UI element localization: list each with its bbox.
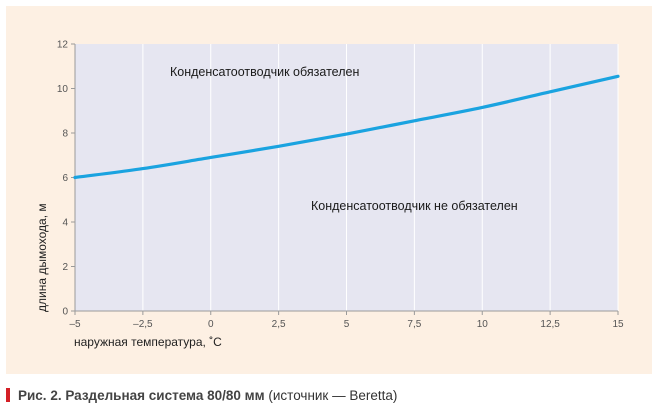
x-tick-label: 15 xyxy=(612,319,624,330)
x-tick-label: 5 xyxy=(344,319,350,330)
x-tick-label: 2,5 xyxy=(272,319,286,330)
y-tick-label: 0 xyxy=(62,307,68,318)
x-tick-label: 12,5 xyxy=(540,319,560,330)
caption-title: Рис. 2. Раздельная система 80/80 мм xyxy=(18,387,265,403)
y-axis-title: длина дымохода, м xyxy=(35,203,49,312)
x-tick-label: 7,5 xyxy=(407,319,421,330)
x-axis-title: наружная температура, ˚С xyxy=(74,335,222,349)
y-tick-label: 8 xyxy=(62,129,68,140)
y-axis-ticks: 0 2 4 6 8 10 12 xyxy=(57,40,75,318)
y-tick-label: 12 xyxy=(57,40,69,51)
x-tick-label: 10 xyxy=(477,319,489,330)
grid-lines xyxy=(142,44,619,311)
annotation-required: Конденсатоотводчик обязателен xyxy=(170,65,359,79)
y-tick-label: 6 xyxy=(62,173,68,184)
x-tick-label: –2,5 xyxy=(133,319,153,330)
figure-caption: Рис. 2. Раздельная система 80/80 мм (ист… xyxy=(6,386,397,404)
x-tick-label: 0 xyxy=(208,319,214,330)
line-chart: –5 –2,5 0 2,5 5 7,5 10 12,5 15 0 2 4 6 8 10 12 Конденс… xyxy=(35,40,624,350)
y-tick-label: 10 xyxy=(57,84,69,95)
caption-source: (источник — Beretta) xyxy=(268,387,398,403)
x-axis-ticks: –5 –2,5 0 2,5 5 7,5 10 12,5 15 xyxy=(69,311,624,330)
annotation-not-required: Конденсатоотводчик не обязателен xyxy=(311,199,518,213)
x-tick-label: –5 xyxy=(69,319,81,330)
y-tick-label: 4 xyxy=(62,218,68,229)
caption-marker xyxy=(6,388,10,402)
y-tick-label: 2 xyxy=(62,262,68,273)
series-line xyxy=(73,74,620,180)
